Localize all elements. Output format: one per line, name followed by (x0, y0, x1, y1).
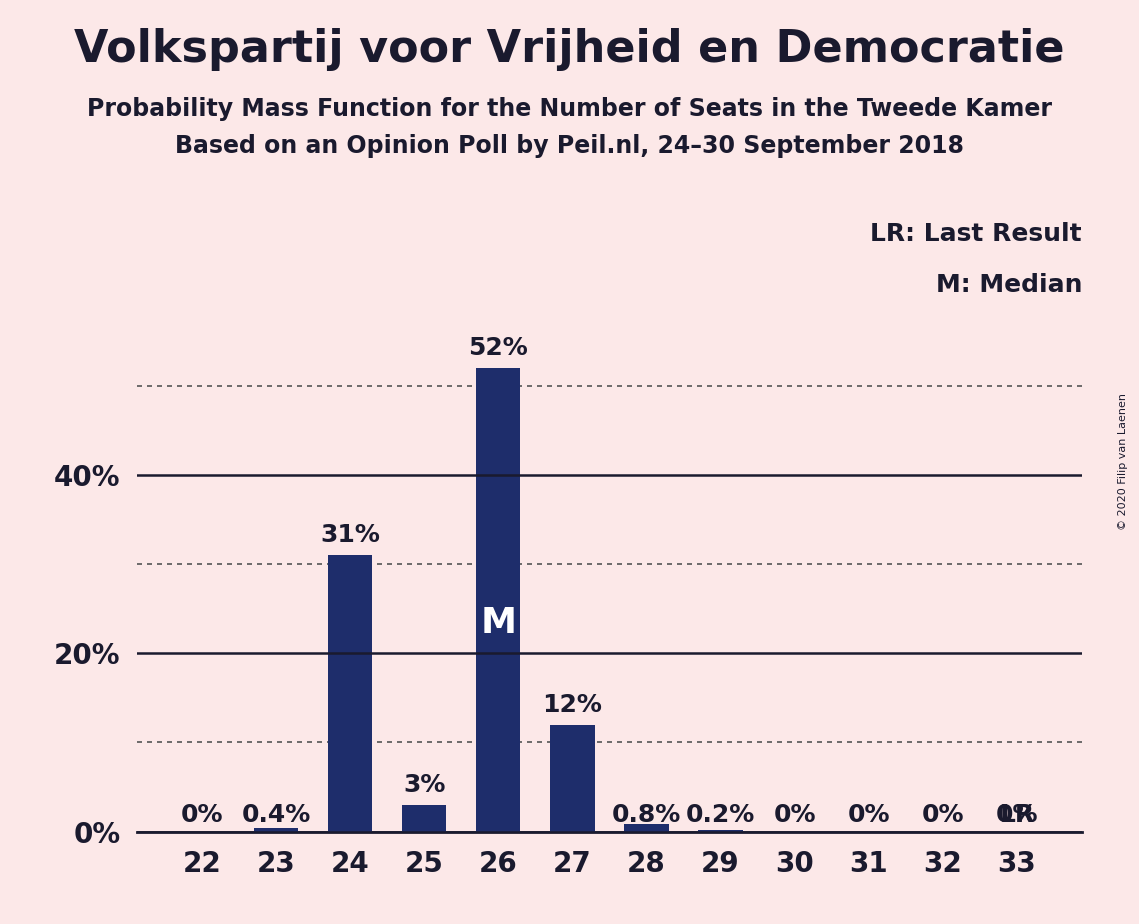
Bar (624, 824, 669, 832)
Text: LR: Last Result: LR: Last Result (870, 222, 1082, 246)
Text: 3%: 3% (403, 772, 445, 796)
Bar (476, 368, 521, 832)
Text: 52%: 52% (468, 336, 528, 360)
Text: 0%: 0% (773, 803, 816, 827)
Text: 0%: 0% (847, 803, 890, 827)
Text: 0%: 0% (181, 803, 223, 827)
Text: M: Median: M: Median (935, 273, 1082, 297)
Text: 31%: 31% (320, 523, 380, 547)
Text: 0.4%: 0.4% (241, 803, 311, 827)
Text: 0.2%: 0.2% (686, 803, 755, 827)
Bar (550, 724, 595, 832)
Text: Probability Mass Function for the Number of Seats in the Tweede Kamer: Probability Mass Function for the Number… (87, 97, 1052, 121)
Bar (698, 830, 743, 832)
Text: M: M (481, 606, 516, 640)
Text: © 2020 Filip van Laenen: © 2020 Filip van Laenen (1117, 394, 1128, 530)
Text: 12%: 12% (542, 693, 603, 717)
Bar (328, 555, 372, 832)
Text: LR: LR (999, 803, 1034, 827)
Text: Based on an Opinion Poll by Peil.nl, 24–30 September 2018: Based on an Opinion Poll by Peil.nl, 24–… (175, 134, 964, 158)
Text: 0%: 0% (921, 803, 964, 827)
Text: 0.8%: 0.8% (612, 803, 681, 827)
Bar (402, 805, 446, 832)
Text: 0%: 0% (995, 803, 1038, 827)
Bar (254, 828, 298, 832)
Text: Volkspartij voor Vrijheid en Democratie: Volkspartij voor Vrijheid en Democratie (74, 28, 1065, 71)
